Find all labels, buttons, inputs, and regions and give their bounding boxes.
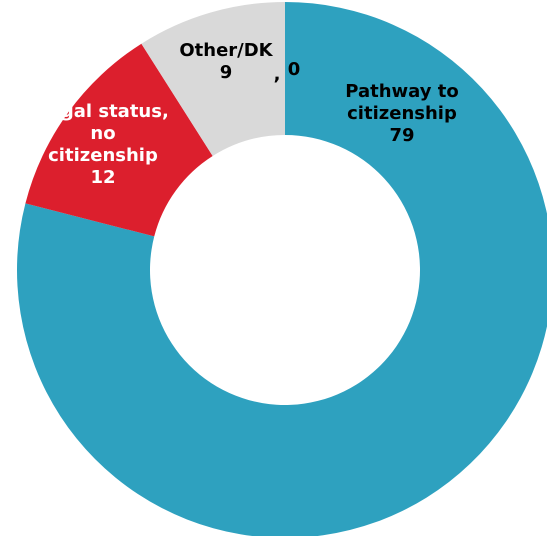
slice-label-line-0-1: citizenship [347,103,457,124]
slice-value-1: 12 [90,167,115,188]
slice-label-0: Pathway to citizenship 79 [345,81,458,146]
slice-1 [25,43,213,237]
slice-value-3: 0 [288,59,301,80]
slice-value-0: 79 [389,125,414,146]
slice-label-line-0-0: Pathway to [345,81,458,102]
donut-slices [17,2,547,536]
slice-label-1: Legal status, no citizenship 12 [37,101,169,188]
slice-label-line-1-1: no [90,123,115,144]
slice-label-line-1-0: Legal status, [37,101,169,122]
slice-label-3-comma: , [274,64,281,85]
slice-value-2: 9 [220,62,233,83]
slice-label-3: ,0 [274,59,301,85]
slice-label-2: Other/DK 9 [179,40,273,83]
slice-label-line-2-0: Other/DK [179,40,273,61]
slice-0 [17,2,547,536]
slice-label-line-1-2: citizenship [48,145,158,166]
slice-2 [141,2,285,157]
